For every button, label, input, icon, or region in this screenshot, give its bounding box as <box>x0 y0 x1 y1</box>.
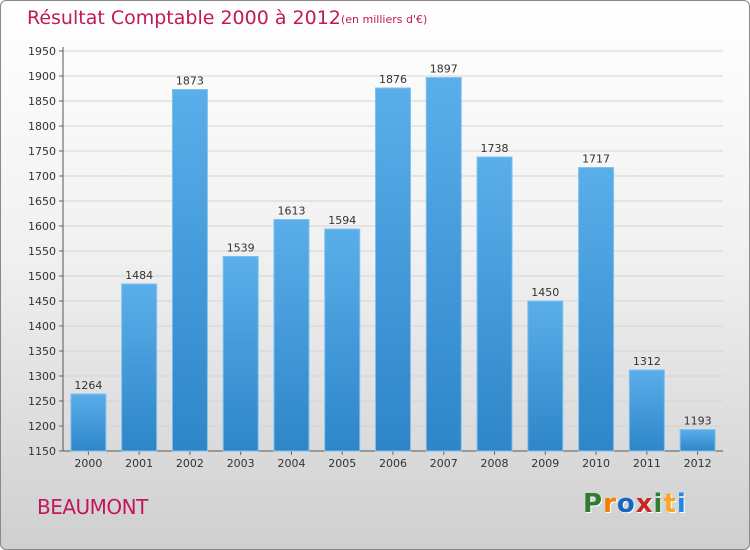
y-tick-label: 1200 <box>28 420 56 433</box>
y-tick-label: 1450 <box>28 295 56 308</box>
bar-2006 <box>375 87 411 452</box>
bar-2008 <box>476 156 513 452</box>
chart-title: Résultat Comptable 2000 à 2012 <box>27 7 341 29</box>
bar-2009 <box>527 300 564 452</box>
bar-2003 <box>222 256 259 452</box>
data-label-2001: 1484 <box>125 269 153 282</box>
y-tick-label: 1750 <box>28 145 56 158</box>
logo-letter: r <box>603 489 617 519</box>
logo-letter: o <box>616 489 636 519</box>
x-tick-label-2009: 2009 <box>531 457 559 470</box>
x-tick-label-2007: 2007 <box>430 457 458 470</box>
x-tick-label-2011: 2011 <box>633 457 661 470</box>
data-label-2010: 1717 <box>582 153 610 166</box>
data-label-2007: 1897 <box>430 63 458 76</box>
y-tick-label: 1850 <box>28 95 56 108</box>
bar-2004 <box>273 219 310 452</box>
chart-subtitle: (en milliers d'€) <box>341 13 428 26</box>
bar-2000 <box>70 393 107 452</box>
y-tick-label: 1950 <box>28 45 56 58</box>
data-label-2006: 1876 <box>379 73 407 86</box>
bars <box>70 77 716 452</box>
y-tick-label: 1150 <box>28 445 56 458</box>
bar-2005 <box>324 228 361 452</box>
x-tick-label-2004: 2004 <box>277 457 305 470</box>
logo-letter: i <box>676 489 687 519</box>
y-tick-label: 1400 <box>28 320 56 333</box>
bar-2012 <box>679 429 716 452</box>
y-tick-label: 1650 <box>28 195 56 208</box>
x-tick-label-2001: 2001 <box>125 457 153 470</box>
x-tick-label-2005: 2005 <box>328 457 356 470</box>
axes: 1150 1200 1250 1300 1350 1400 1450 1500 1550 1600… <box>28 45 723 470</box>
x-tick-label-2002: 2002 <box>176 457 204 470</box>
x-tick-label-2003: 2003 <box>227 457 255 470</box>
y-tick-label: 1700 <box>28 170 56 183</box>
data-label-2003: 1539 <box>227 242 255 255</box>
data-labels: 1264 1484 1873 1539 1613 1594 1876 1897 1738 1450… <box>74 63 711 428</box>
logo-letter: i <box>653 489 664 519</box>
bar-2002 <box>171 89 208 452</box>
data-label-2002: 1873 <box>176 75 204 88</box>
y-tick-label: 1900 <box>28 70 56 83</box>
bar-2001 <box>121 283 158 452</box>
y-tick-label: 1550 <box>28 245 56 258</box>
bar-2011 <box>628 369 665 452</box>
data-label-2008: 1738 <box>481 142 509 155</box>
data-label-2000: 1264 <box>74 379 102 392</box>
data-label-2009: 1450 <box>531 286 559 299</box>
proxiti-logo: Proxiti <box>583 489 687 519</box>
logo-letter: x <box>635 489 654 519</box>
y-tick-label: 1600 <box>28 220 56 233</box>
y-tick-label: 1800 <box>28 120 56 133</box>
data-label-2005: 1594 <box>328 214 356 227</box>
data-label-2011: 1312 <box>633 355 661 368</box>
commune-name: BEAUMONT <box>37 495 148 519</box>
x-tick-label-2006: 2006 <box>379 457 407 470</box>
logo-letter: t <box>663 489 677 519</box>
y-tick-label: 1300 <box>28 370 56 383</box>
y-tick-label: 1250 <box>28 395 56 408</box>
y-tick-label: 1350 <box>28 345 56 358</box>
y-tick-label: 1500 <box>28 270 56 283</box>
logo-letter: P <box>583 489 604 519</box>
bar-2007 <box>425 77 462 452</box>
data-label-2012: 1193 <box>684 415 712 428</box>
x-tick-label-2012: 2012 <box>684 457 712 470</box>
data-label-2004: 1613 <box>277 205 305 218</box>
bar-2010 <box>578 167 615 452</box>
x-tick-label-2000: 2000 <box>74 457 102 470</box>
x-tick-label-2010: 2010 <box>582 457 610 470</box>
x-tick-label-2008: 2008 <box>481 457 509 470</box>
